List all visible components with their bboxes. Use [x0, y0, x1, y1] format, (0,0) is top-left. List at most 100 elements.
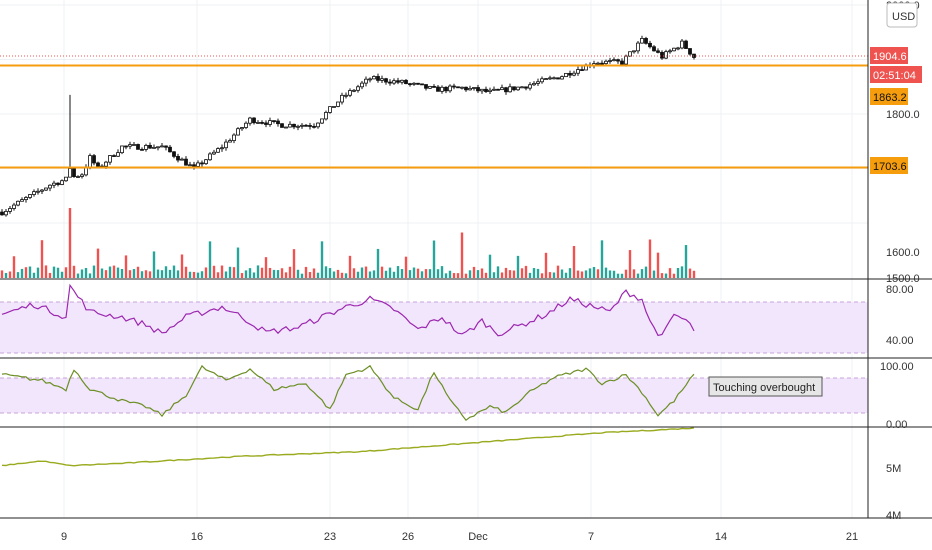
candle-body	[212, 151, 216, 155]
candle-body	[628, 51, 632, 57]
price-tick-1800: 1800.0	[886, 109, 920, 121]
volume-bar	[448, 270, 452, 278]
candle-body	[232, 134, 236, 141]
volume-bar	[24, 267, 28, 278]
current-price-badge: 1904.6 02:51:04	[870, 47, 922, 83]
candle-body	[436, 86, 440, 92]
candle-body	[252, 117, 256, 124]
volume-bar	[644, 266, 648, 278]
candle-body	[240, 127, 244, 130]
candle-body	[152, 146, 156, 149]
volume-bar	[432, 240, 436, 278]
volume-bar	[164, 266, 168, 278]
volume-bar	[596, 269, 600, 278]
volume-bar	[276, 270, 280, 278]
candle-body	[40, 189, 44, 192]
candle-body	[260, 122, 264, 124]
volume-bar	[476, 270, 480, 278]
obv-tick-5m: 5M	[886, 463, 901, 475]
volume-bar	[636, 273, 640, 278]
candle-body	[680, 40, 684, 49]
volume-bar	[524, 265, 528, 278]
annotation-touching-overbought[interactable]: Touching overbought	[708, 376, 823, 397]
candle-body	[532, 83, 536, 86]
candle-body	[164, 145, 168, 148]
candle-body	[264, 122, 268, 125]
candle-body	[508, 86, 512, 93]
candle-body	[316, 122, 320, 128]
candle-body	[352, 89, 356, 92]
volume-bar	[124, 255, 128, 278]
volume-bar	[252, 272, 256, 278]
volume-bar	[88, 273, 92, 278]
candle-body	[104, 161, 108, 167]
volume-bar	[156, 269, 160, 278]
level-badge-1-bg	[870, 88, 908, 105]
volume-bar	[172, 265, 176, 278]
volume-bar	[40, 240, 44, 278]
volume-bar	[532, 268, 536, 278]
volume-bar	[56, 267, 60, 278]
candle-body	[404, 79, 408, 85]
volume-bar	[372, 270, 376, 278]
candle-body	[148, 144, 152, 149]
candle-body	[0, 211, 4, 216]
stoch-tick-0: 0.00	[886, 419, 907, 431]
candle-body	[568, 72, 572, 76]
volume-bar	[528, 272, 532, 278]
volume-bar	[180, 254, 184, 278]
candle-body	[192, 164, 196, 167]
candle-body	[12, 204, 16, 209]
candle-body	[36, 190, 40, 193]
current-price-badge-bg	[870, 47, 908, 64]
candle-body	[224, 141, 228, 149]
volume-bar	[412, 267, 416, 278]
candle-body	[364, 78, 368, 84]
volume-bars	[0, 208, 696, 278]
volume-bar	[348, 255, 352, 278]
volume-bar	[408, 270, 412, 278]
volume-bar	[20, 268, 24, 278]
volume-bar	[560, 269, 564, 278]
candle-body	[564, 72, 568, 78]
volume-bar	[328, 268, 332, 278]
candle-body	[108, 155, 112, 163]
volume-bar	[208, 241, 212, 278]
candle-body	[512, 86, 516, 91]
currency-button[interactable]: USD	[886, 2, 918, 28]
volume-bar	[612, 270, 616, 278]
volume-bar	[32, 272, 36, 278]
candle-body	[168, 146, 172, 153]
volume-bar	[656, 252, 660, 278]
candle-body	[548, 77, 552, 80]
volume-bar	[396, 266, 400, 278]
candle-body	[300, 124, 304, 127]
volume-bar	[4, 272, 8, 278]
volume-bar	[536, 268, 540, 278]
time-axis[interactable]: 9 16 23 26 Dec 7 14 21	[61, 531, 858, 543]
volume-bar	[684, 245, 688, 278]
candle-body	[52, 182, 56, 186]
time-label-14: 14	[715, 531, 727, 543]
candle-body	[80, 174, 84, 177]
price-tick-1600: 1600.0	[886, 247, 920, 259]
volume-bar	[336, 269, 340, 278]
time-label-9: 9	[61, 531, 67, 543]
volume-bar	[264, 257, 268, 278]
price-axis[interactable]: 2000.0 1800.0 1600.0 1500.0 USD 1904.6 0…	[867, 0, 922, 522]
candle-body	[648, 42, 652, 48]
volume-bar	[624, 269, 628, 278]
candle-body	[668, 50, 672, 53]
candle-body	[132, 144, 136, 146]
candle-body	[396, 80, 400, 83]
candle-body	[620, 60, 624, 65]
candle-body	[180, 158, 184, 161]
volume-bar	[280, 268, 284, 278]
candle-body	[204, 159, 208, 165]
volume-bar	[568, 268, 572, 278]
candle-body	[216, 148, 220, 153]
level-badge-1-value: 1863.2	[873, 92, 907, 104]
candle-body	[624, 55, 628, 65]
candle-body	[112, 155, 116, 157]
